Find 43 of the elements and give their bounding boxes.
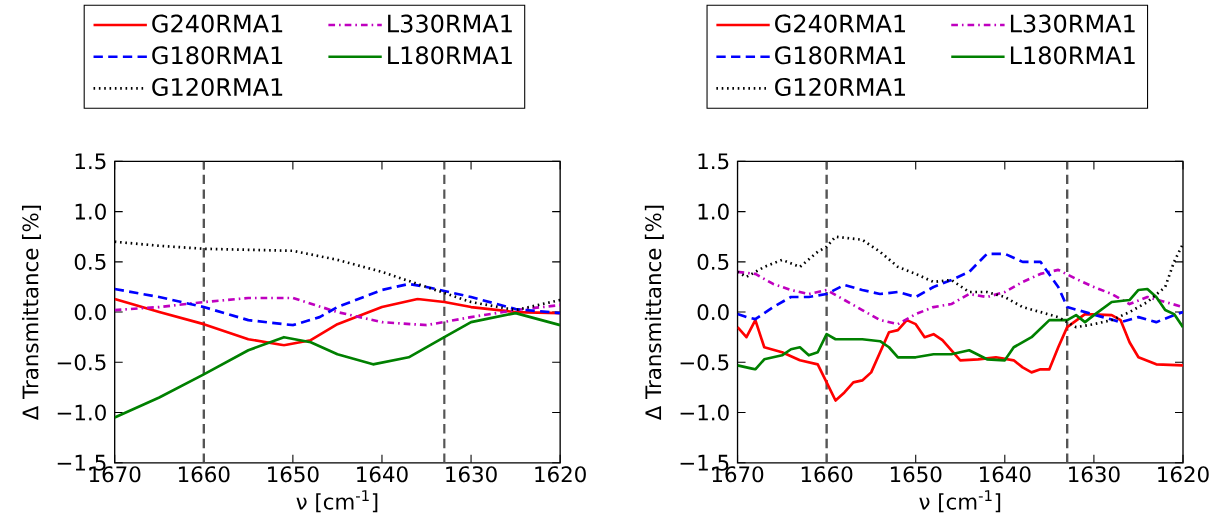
y-tick-label: 0.0 (697, 304, 729, 321)
legend-label: G180RMA1 (775, 46, 906, 65)
x-tick-label: 1650 (890, 466, 942, 483)
y-axis-title: Δ Transmittance [%] (644, 205, 664, 421)
line-series (114, 311, 561, 420)
y-tick-label: −0.5 (57, 354, 106, 371)
legend-label: G240RMA1 (152, 14, 283, 33)
legend-label: G120RMA1 (152, 77, 283, 97)
x-tick-label: 1660 (801, 466, 853, 483)
y-tick-label: 1.5 (698, 153, 729, 170)
y-tick-label: 1.0 (698, 203, 729, 220)
legend-label: L330RMA1 (388, 14, 512, 33)
x-tick-label: 1660 (178, 466, 230, 483)
line-series (737, 312, 1183, 402)
line-series (114, 296, 561, 327)
x-axis-title: ν [cm$^{-1}$] (296, 490, 378, 513)
y-tick-label: 1.5 (75, 153, 106, 170)
x-axis-title: ν [cm$^{-1}$] (919, 490, 1001, 513)
line-series (737, 287, 1183, 371)
line-series (737, 268, 1183, 326)
y-tick-label: 0.0 (74, 304, 106, 321)
x-tick-label: 1620 (535, 466, 586, 483)
y-tick-label: 1.0 (75, 203, 106, 220)
x-tick-label: 1650 (268, 466, 319, 483)
y-tick-label: 0.5 (74, 253, 106, 271)
legend-label: L180RMA1 (388, 46, 512, 65)
y-tick-label: −1.0 (57, 404, 106, 421)
legend-label: G120RMA1 (775, 77, 906, 97)
x-tick-label: 1630 (1069, 466, 1120, 483)
x-tick-label: 1620 (1158, 466, 1209, 483)
y-tick-label: −0.5 (680, 354, 729, 371)
legend-label: L330RMA1 (1010, 14, 1135, 33)
y-tick-label: 0.5 (697, 253, 729, 271)
line-series (114, 282, 561, 327)
x-tick-label: 1640 (980, 466, 1031, 483)
y-axis-title: Δ Transmittance [%] (21, 205, 41, 421)
line-series (737, 252, 1183, 324)
y-tick-label: −1.0 (680, 404, 729, 421)
legend-label: G180RMA1 (152, 46, 283, 65)
x-tick-label: 1640 (357, 466, 408, 483)
x-tick-label: 1630 (446, 466, 497, 483)
legend-label: G240RMA1 (775, 14, 906, 33)
legend-label: L180RMA1 (1010, 46, 1135, 65)
